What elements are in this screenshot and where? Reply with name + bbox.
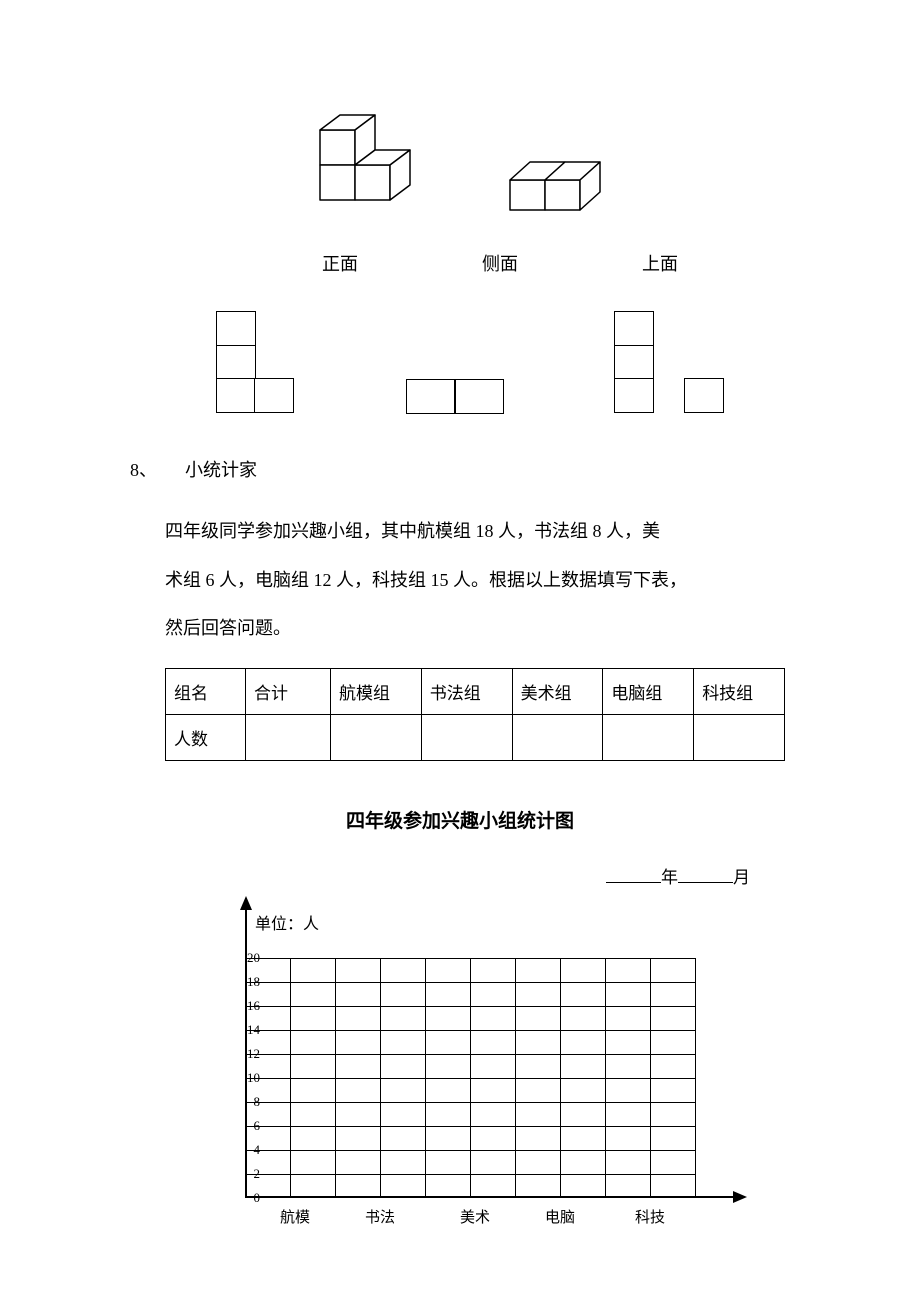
cube-shape-right bbox=[500, 150, 620, 230]
th-shufa: 书法组 bbox=[421, 668, 512, 714]
ytick-20: 20 bbox=[230, 950, 260, 966]
ytick-8: 8 bbox=[230, 1094, 260, 1110]
data-table: 组名 合计 航模组 书法组 美术组 电脑组 科技组 人数 bbox=[165, 668, 785, 761]
xtick-meishu: 美术 bbox=[450, 1206, 500, 1227]
question-8-header: 8、 小统计家 bbox=[130, 456, 790, 482]
td-diannao[interactable] bbox=[603, 714, 694, 760]
y-unit-label: 单位：人 bbox=[255, 910, 319, 934]
year-blank[interactable] bbox=[606, 865, 661, 883]
body-line-2: 术组 6 人，电脑组 12 人，科技组 15 人。根据以上数据填写下表， bbox=[165, 556, 790, 605]
td-renshu: 人数 bbox=[166, 714, 246, 760]
chart-area: 单位：人 20 18 16 14 12 10 bbox=[210, 898, 760, 1248]
question-title: 小统计家 bbox=[185, 456, 257, 482]
ytick-6: 6 bbox=[230, 1118, 260, 1134]
th-total: 合计 bbox=[246, 668, 331, 714]
ytick-10: 10 bbox=[230, 1070, 260, 1086]
month-label: 月 bbox=[733, 868, 750, 887]
cube-diagrams-row bbox=[130, 100, 790, 230]
th-keji: 科技组 bbox=[694, 668, 785, 714]
body-line-3: 然后回答问题。 bbox=[165, 604, 790, 653]
th-meishu: 美术组 bbox=[512, 668, 603, 714]
xtick-shufa: 书法 bbox=[355, 1206, 405, 1227]
ytick-12: 12 bbox=[230, 1046, 260, 1062]
ortho-shapes-row bbox=[130, 306, 790, 416]
question-number: 8、 bbox=[130, 456, 185, 482]
ortho-front bbox=[216, 311, 296, 416]
xtick-hangmo: 航模 bbox=[270, 1206, 320, 1227]
body-line-1: 四年级同学参加兴趣小组，其中航模组 18 人，书法组 8 人，美 bbox=[165, 507, 790, 556]
xtick-keji: 科技 bbox=[625, 1206, 675, 1227]
ytick-0: 0 bbox=[230, 1190, 260, 1206]
xtick-diannao: 电脑 bbox=[535, 1206, 585, 1227]
td-meishu[interactable] bbox=[512, 714, 603, 760]
ytick-16: 16 bbox=[230, 998, 260, 1014]
page: 正面 侧面 上面 8、 小统计家 四年级同学参加兴趣小组，其中航模组 18 人，… bbox=[0, 0, 920, 1298]
chart-title: 四年级参加兴趣小组统计图 bbox=[130, 806, 790, 833]
question-8-body: 四年级同学参加兴趣小组，其中航模组 18 人，书法组 8 人，美 术组 6 人，… bbox=[130, 507, 790, 653]
month-blank[interactable] bbox=[678, 865, 733, 883]
ytick-14: 14 bbox=[230, 1022, 260, 1038]
table-data-row: 人数 bbox=[166, 714, 785, 760]
x-axis bbox=[245, 1196, 735, 1198]
ytick-2: 2 bbox=[230, 1166, 260, 1182]
ytick-4: 4 bbox=[230, 1142, 260, 1158]
view-label-side: 侧面 bbox=[470, 250, 530, 276]
cube-shape-left bbox=[300, 100, 420, 230]
view-labels-row: 正面 侧面 上面 bbox=[130, 250, 790, 276]
view-label-front: 正面 bbox=[310, 250, 370, 276]
td-keji[interactable] bbox=[694, 714, 785, 760]
chart-date: 年月 bbox=[130, 863, 790, 888]
x-axis-arrow bbox=[733, 1191, 747, 1203]
ortho-side bbox=[406, 379, 505, 414]
ytick-18: 18 bbox=[230, 974, 260, 990]
td-shufa[interactable] bbox=[421, 714, 512, 760]
chart-grid bbox=[245, 958, 695, 1198]
td-hangmo[interactable] bbox=[331, 714, 422, 760]
th-group: 组名 bbox=[166, 668, 246, 714]
year-label: 年 bbox=[661, 868, 678, 887]
td-total[interactable] bbox=[246, 714, 331, 760]
view-label-top: 上面 bbox=[630, 250, 690, 276]
table-header-row: 组名 合计 航模组 书法组 美术组 电脑组 科技组 bbox=[166, 668, 785, 714]
th-hangmo: 航模组 bbox=[331, 668, 422, 714]
ortho-top bbox=[614, 311, 744, 416]
th-diannao: 电脑组 bbox=[603, 668, 694, 714]
